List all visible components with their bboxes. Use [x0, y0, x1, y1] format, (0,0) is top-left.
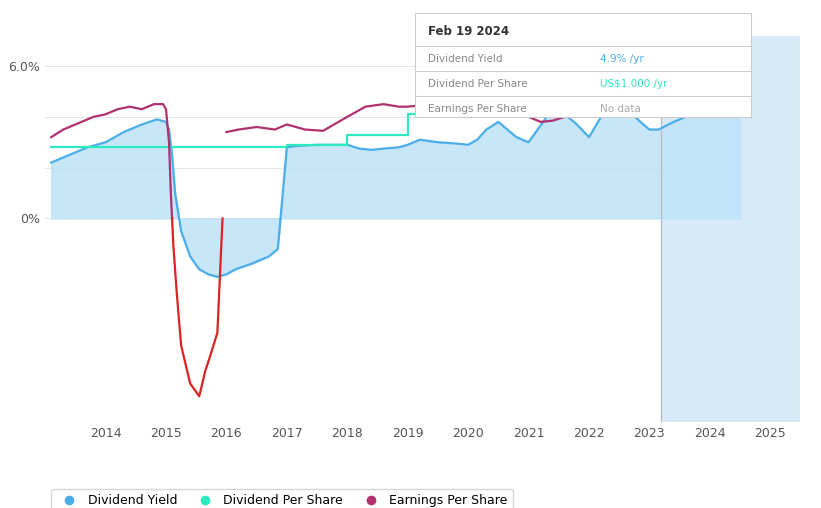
Text: US$1.000 /yr: US$1.000 /yr [600, 79, 667, 88]
Text: Analysts Fo: Analysts Fo [667, 47, 734, 60]
Legend: Dividend Yield, Dividend Per Share, Earnings Per Share: Dividend Yield, Dividend Per Share, Earn… [52, 489, 513, 508]
Text: Feb 19 2024: Feb 19 2024 [428, 25, 509, 38]
Text: 4.9% /yr: 4.9% /yr [600, 53, 644, 64]
Text: Past: Past [632, 47, 657, 60]
Text: Earnings Per Share: Earnings Per Share [428, 104, 527, 113]
Bar [662, 36, 800, 422]
Text: No data: No data [600, 104, 640, 113]
Text: Dividend Yield: Dividend Yield [428, 53, 502, 64]
Text: Dividend Per Share: Dividend Per Share [428, 79, 528, 88]
Point [708, 90, 721, 98]
